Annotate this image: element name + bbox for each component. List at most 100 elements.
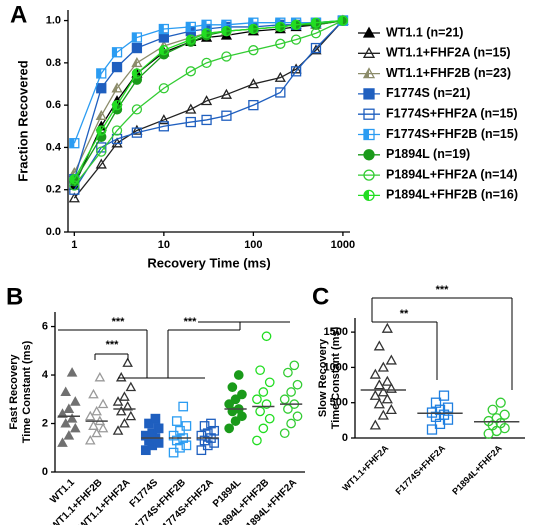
marker — [158, 114, 170, 125]
series-line — [73, 19, 344, 174]
marker-shape — [363, 128, 375, 141]
marker-half — [186, 22, 191, 32]
marker-shape — [175, 442, 185, 453]
marker-shape — [442, 402, 454, 413]
y-tick-label: 1500 — [324, 326, 348, 338]
marker — [57, 408, 68, 418]
marker-shape — [369, 368, 381, 379]
marker — [88, 388, 99, 399]
marker — [495, 397, 506, 408]
marker — [275, 87, 286, 98]
marker-shape — [290, 19, 302, 30]
y-tick-label: 1000 — [324, 361, 348, 373]
marker-shape — [111, 99, 123, 111]
x-tick-label: WT1.1+FHF2A — [340, 443, 390, 493]
marker-shape — [438, 390, 450, 401]
marker-shape — [158, 23, 169, 35]
marker — [310, 17, 322, 28]
legend-label: P1894L+FHF2A (n=14) — [386, 167, 518, 181]
marker-shape — [252, 394, 262, 405]
marker-shape — [248, 99, 259, 111]
significance-label: *** — [184, 316, 198, 328]
marker — [373, 379, 385, 390]
marker — [264, 413, 275, 424]
marker-shape — [196, 430, 207, 441]
marker — [131, 124, 143, 135]
marker-shape — [111, 47, 123, 58]
marker — [122, 401, 133, 411]
marker — [442, 402, 454, 413]
marker — [68, 192, 80, 203]
marker-shape — [125, 410, 137, 421]
marker — [286, 387, 296, 397]
marker-shape — [97, 398, 109, 409]
marker-shape — [66, 367, 78, 377]
marker — [112, 425, 124, 435]
marker-shape — [171, 416, 182, 426]
marker-shape — [97, 422, 109, 433]
marker — [111, 137, 123, 148]
legend-label: F1774S (n=21) — [386, 86, 470, 100]
panel-letter: B — [6, 283, 23, 310]
marker-shape — [206, 418, 216, 429]
x-tick-label: 100 — [244, 239, 262, 251]
marker-shape — [224, 423, 235, 434]
marker-shape — [221, 110, 232, 121]
marker-half — [132, 32, 137, 42]
marker-half — [69, 138, 75, 148]
marker-shape — [381, 322, 393, 333]
marker — [381, 393, 393, 404]
marker — [426, 424, 438, 435]
marker — [290, 19, 302, 30]
marker — [362, 26, 376, 38]
marker-shape — [131, 124, 143, 135]
marker-shape — [125, 381, 137, 392]
marker — [178, 401, 189, 412]
marker — [290, 34, 302, 45]
marker — [487, 404, 498, 415]
marker-shape — [185, 34, 196, 45]
marker — [84, 410, 96, 421]
marker-shape — [385, 403, 397, 415]
marker-shape — [112, 396, 124, 406]
marker — [91, 405, 102, 416]
marker — [185, 34, 196, 45]
marker — [88, 420, 99, 430]
marker-shape — [261, 331, 272, 342]
x-tick-label: 1 — [71, 239, 77, 251]
y-axis-label: Slow Recovery — [317, 338, 329, 417]
marker-shape — [381, 375, 393, 386]
marker — [377, 386, 389, 397]
marker-shape — [185, 103, 197, 114]
marker — [150, 413, 161, 424]
marker — [94, 371, 106, 382]
marker — [258, 423, 269, 434]
marker — [209, 425, 220, 436]
marker — [248, 23, 259, 35]
marker-shape — [385, 354, 397, 365]
marker — [363, 149, 375, 161]
x-tick-label: P1894L+FHF2A — [450, 443, 504, 497]
marker-shape — [237, 389, 247, 400]
marker — [248, 45, 259, 56]
marker — [175, 442, 185, 453]
marker — [369, 368, 381, 379]
marker-shape — [495, 397, 506, 408]
marker — [158, 23, 169, 35]
marker-shape — [94, 371, 106, 382]
marker-shape — [230, 416, 241, 426]
marker-shape — [373, 379, 385, 390]
marker-shape — [377, 386, 389, 397]
marker — [261, 331, 272, 342]
marker — [385, 354, 397, 365]
marker-shape — [84, 410, 96, 421]
y-tick-label: 6 — [42, 320, 48, 332]
marker — [373, 340, 385, 351]
marker — [185, 103, 197, 114]
x-tick-label: F1774S+FHF2A — [394, 443, 448, 497]
marker — [237, 389, 247, 400]
marker — [181, 421, 192, 431]
marker — [131, 127, 143, 138]
marker-shape — [292, 379, 303, 390]
y-tick-label: 0.8 — [46, 57, 61, 69]
